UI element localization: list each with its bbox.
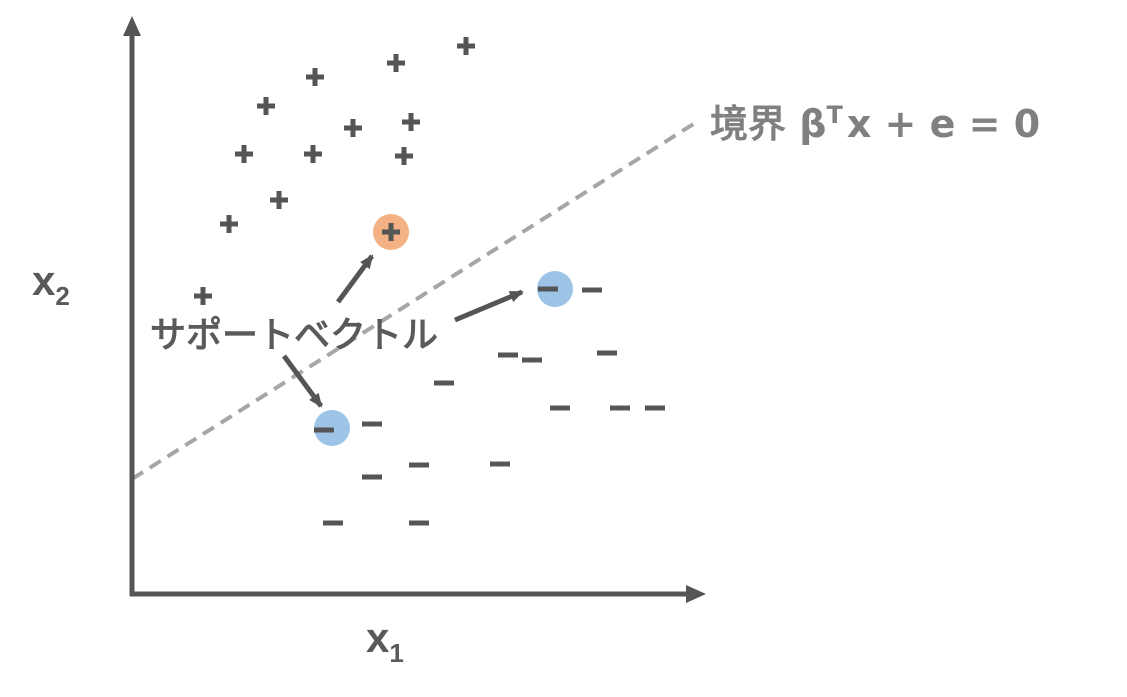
- plus-point: [387, 54, 405, 72]
- minus-point: [597, 351, 617, 356]
- minus-point: [434, 381, 454, 386]
- plus-point: [344, 119, 362, 137]
- minus-point: [645, 406, 665, 411]
- minus-point: [582, 288, 602, 293]
- decision-boundary-line: [132, 123, 695, 479]
- plus-point: [395, 147, 413, 165]
- x-axis-label: x1: [366, 614, 404, 668]
- plus-point: [306, 68, 324, 86]
- plus-point: [304, 145, 322, 163]
- boundary-label: 境界 βT x + e = 0: [710, 101, 1040, 146]
- support-vector-label: サポートベクトル: [150, 314, 438, 356]
- minus-point: [490, 462, 510, 467]
- plus-point: [402, 113, 420, 131]
- minus-point: [522, 358, 542, 363]
- plus-point: [194, 287, 212, 305]
- callout-arrow-to-upper-negative: [455, 292, 522, 320]
- minus-point: [550, 406, 570, 411]
- minus-point: [409, 463, 429, 468]
- minus-point: [409, 521, 429, 526]
- minus-point: [314, 428, 334, 433]
- minus-point: [362, 422, 382, 427]
- y-axis-arrowhead: [123, 16, 141, 36]
- plus-point: [220, 215, 238, 233]
- plus-point: [457, 37, 475, 55]
- axes: [123, 16, 706, 603]
- minus-point: [610, 406, 630, 411]
- y-axis-label: x2: [32, 257, 70, 311]
- callout-arrow-to-positive: [338, 256, 372, 302]
- plus-point: [257, 97, 275, 115]
- minus-point: [498, 353, 518, 358]
- minus-point: [362, 475, 382, 480]
- x-axis-arrowhead: [686, 585, 706, 603]
- plus-point: [235, 145, 253, 163]
- plus-point: [270, 191, 288, 209]
- minus-point: [538, 287, 558, 292]
- positive-points: [194, 37, 475, 305]
- minus-point: [323, 521, 343, 526]
